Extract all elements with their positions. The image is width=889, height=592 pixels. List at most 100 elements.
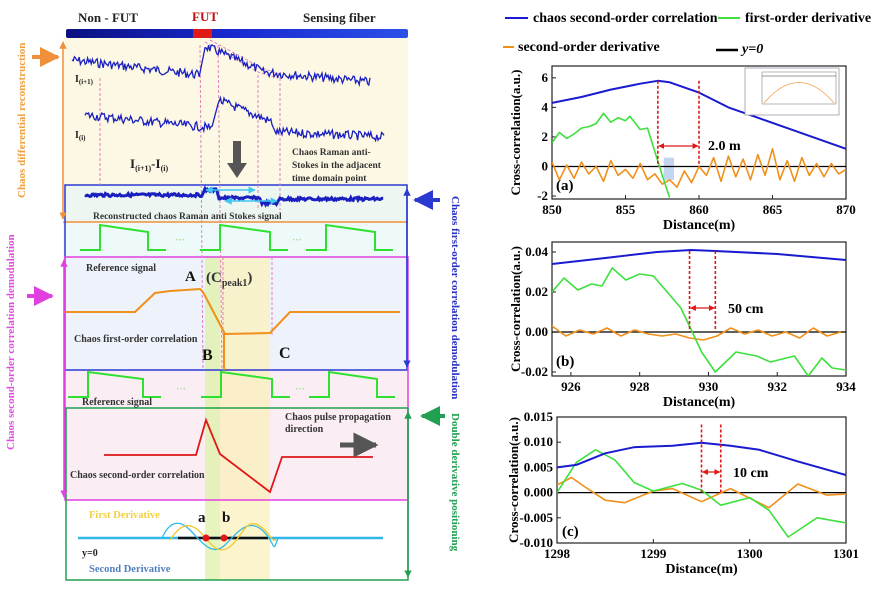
chart-legend: chaos second-order correlation first-ord…: [503, 11, 871, 57]
y-tick-label: -0.005: [519, 510, 553, 525]
resolution-annotation: 10 cm: [733, 466, 769, 481]
y-axis-label: Cross-correlation(a.u.): [506, 417, 521, 543]
reference-pulse: [80, 223, 166, 251]
series-chaos-second-order-correlation: [552, 79, 846, 150]
label-i-plus-1: I(i+1): [75, 74, 94, 86]
y-tick-label: 0.02: [525, 284, 548, 299]
series-second-order-derivative: [557, 476, 846, 509]
down-arrow-icon: [227, 141, 247, 178]
first-order-correlation-label: Chaos first-order correlation: [74, 334, 198, 345]
x-tick-label: 855: [616, 202, 636, 217]
y0-label: y=0: [82, 548, 98, 559]
legend-label-2: second-order derivative: [518, 40, 660, 55]
fut-segment: [193, 29, 212, 38]
second-derivative-label: Second Derivative: [89, 564, 171, 575]
x-tick-label: 1299: [640, 546, 667, 561]
reference-pulses-1: [80, 223, 393, 251]
x-tick-label: 930: [699, 379, 719, 394]
series-second-order-derivative: [552, 325, 842, 341]
y-tick-label: 0: [542, 158, 549, 173]
x-axis-label: Distance(m): [665, 562, 738, 577]
y-tick-label: 0.015: [524, 409, 554, 424]
reference-pulse: [68, 370, 161, 398]
series-first-order-derivative: [557, 448, 846, 538]
y-tick-label: -0.010: [519, 535, 553, 550]
x-tick-label: 1298: [544, 546, 571, 561]
trace-i-plus-1: [71, 44, 371, 88]
series-first-order-derivative: [552, 267, 846, 376]
panel-label: (a): [556, 178, 574, 194]
y-tick-label: 0.010: [524, 434, 553, 449]
x-tick-label: 934: [836, 379, 856, 394]
reference-pulse: [201, 370, 290, 398]
y-tick-label: -0.02: [521, 364, 548, 379]
inset-plot: [744, 67, 840, 116]
second-order-correlation-label: Chaos second-order correlation: [70, 470, 205, 481]
first-derivative-wave: [169, 523, 277, 551]
double-derivative-side-label: Double derivative positioning: [449, 413, 461, 552]
point-c-label: C: [279, 345, 291, 362]
reconstructed-label: Reconstructed chaos Raman anti Stokes si…: [93, 212, 282, 222]
legend-label-1: first-order derivative: [745, 11, 871, 26]
sensing-fiber-bar: [66, 29, 408, 38]
panel-label: (b): [556, 354, 574, 370]
differential-side-label: Chaos differential reconstruction: [16, 43, 28, 198]
highlight-band-green: [205, 257, 220, 580]
series-group: [557, 441, 846, 538]
charts: 850 855 860 865 870 -2 0 2 4 6 Distance(m) Cross-co…: [506, 65, 859, 577]
x-tick-label: 926: [561, 379, 581, 394]
y-axis-label: Cross-correlation(a.u.): [508, 70, 523, 196]
zero-a-label: a: [198, 510, 206, 526]
y-tick-label: 0.005: [524, 459, 554, 474]
zero-crossing-b: [220, 534, 228, 542]
label-i: I(i): [75, 130, 86, 142]
x-axis-label: Distance(m): [663, 218, 736, 233]
series-chaos-second-order-correlation: [557, 441, 846, 476]
x-tick-label: 932: [767, 379, 787, 394]
legend-label-0: chaos second-order correlation: [533, 11, 718, 26]
cyan-shift-arrows: [205, 186, 278, 205]
y-tick-label: 0.000: [524, 485, 553, 500]
second-order-side-label: Chaos second-order correlation demodulat…: [5, 234, 17, 450]
label-difference: I(i+1)-I(i): [130, 156, 168, 173]
x-tick-label: 1300: [737, 546, 763, 561]
series-first-order-derivative: [552, 112, 671, 198]
schematic-diagram: Non - FUT FUT Sensing fiber Chaos differ…: [5, 9, 461, 581]
x-axis-label: Distance(m): [663, 395, 736, 410]
raman-note: Chaos Raman anti- Stokes in the adjacent…: [292, 148, 383, 184]
resolution-annotation: 50 cm: [728, 302, 764, 317]
series-group: [552, 79, 846, 198]
panel-label: (c): [562, 524, 579, 540]
x-tick-label: 928: [630, 379, 650, 394]
x-tick-label: 870: [836, 202, 856, 217]
first-order-side-label: Chaos first-order correlation demodulati…: [449, 196, 461, 399]
ellipsis-4: ···: [295, 384, 305, 395]
series-group: [552, 249, 846, 376]
resolution-annotation: 2.0 m: [708, 139, 741, 154]
y-tick-label: 2: [542, 129, 549, 144]
y-tick-label: 4: [542, 99, 549, 114]
fut-label: FUT: [192, 9, 218, 24]
reference-signal-label-1: Reference signal: [86, 263, 156, 274]
x-tick-label: 850: [542, 202, 562, 217]
y-axis-label: Cross-correlation(a.u.): [508, 246, 523, 372]
reference-pulse: [200, 223, 288, 251]
highlight-box: [663, 157, 675, 180]
first-order-correlation-curve: [65, 287, 400, 336]
ellipsis-3: ···: [176, 384, 186, 395]
chart-panel-2: 1298 1299 1300 1301 -0.010 -0.005 0.000 0.005 0.…: [506, 409, 859, 577]
y-tick-label: 0.04: [525, 244, 548, 259]
point-a-label: A: [185, 269, 196, 285]
trace-i: [84, 95, 385, 143]
x-tick-label: 865: [763, 202, 783, 217]
reference-pulse: [306, 223, 393, 251]
y-tick-label: -2: [537, 188, 548, 203]
x-tick-label: 860: [689, 202, 709, 217]
y-tick-label: 6: [542, 70, 549, 85]
ellipsis-2: ···: [292, 235, 302, 246]
ellipsis-1: ···: [175, 235, 185, 246]
chart-panel-1: 926 928 930 932 934 -0.02 0.00 0.02 0.04 Distance…: [508, 241, 856, 410]
propagation-label: Chaos pulse propagation direction: [285, 412, 393, 435]
second-order-side-label-text: Chaos second-order correlation demodulat…: [5, 234, 17, 450]
